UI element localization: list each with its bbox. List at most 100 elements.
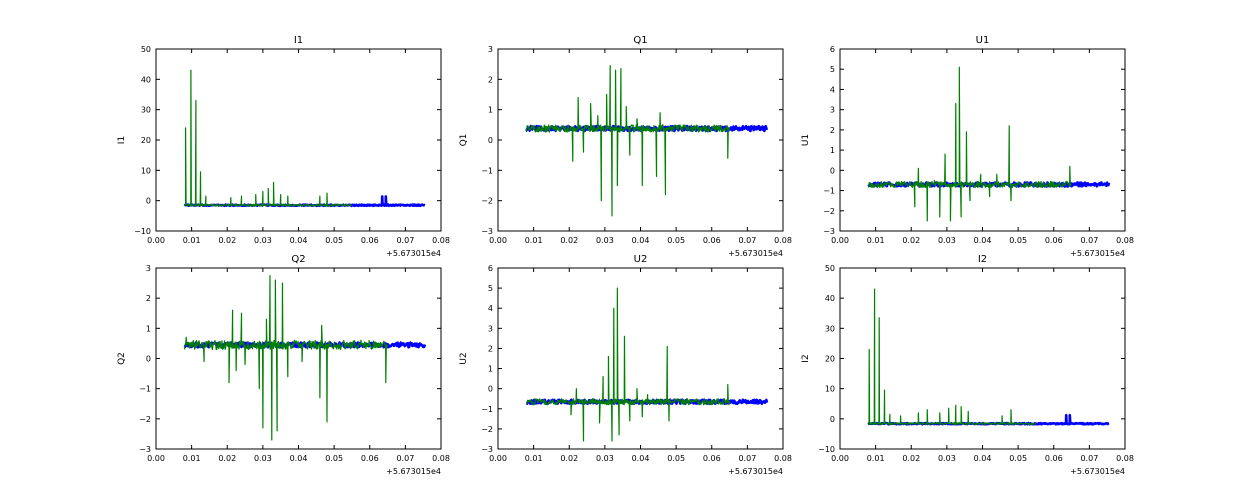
y-tick-label: 3 <box>488 324 493 333</box>
x-tick-label: 0.00 <box>831 236 849 245</box>
y-tick-label: −1 <box>481 405 493 414</box>
x-tick-label: 0.03 <box>596 236 614 245</box>
y-tick-label: 30 <box>141 106 151 115</box>
x-tick-label: 0.04 <box>974 236 992 245</box>
x-tick-label: 0.02 <box>560 236 578 245</box>
x-offset-label: +5.673015e4 <box>728 467 783 476</box>
x-tick-label: 0.06 <box>361 454 379 463</box>
green-series-line <box>525 65 731 217</box>
series-group <box>183 69 426 208</box>
x-tick-label: 0.00 <box>147 454 165 463</box>
series-group <box>525 287 769 442</box>
x-tick-label: 0.01 <box>525 236 543 245</box>
y-tick-label: −1 <box>481 166 493 175</box>
y-tick-label: 0 <box>488 385 493 394</box>
y-tick-label: 0 <box>488 136 493 145</box>
y-tick-label: 0 <box>146 197 151 206</box>
y-tick-label: 1 <box>488 106 493 115</box>
subplot-title: U2 <box>634 254 648 265</box>
y-tick-label: −2 <box>481 425 493 434</box>
x-tick-label: 0.04 <box>290 454 308 463</box>
x-tick-label: 0.01 <box>867 454 885 463</box>
x-tick-label: 0.00 <box>831 454 849 463</box>
x-tick-label: 0.08 <box>774 236 792 245</box>
y-axis-label: Q1 <box>459 134 469 147</box>
y-tick-label: −10 <box>818 445 835 454</box>
x-tick-label: 0.05 <box>1009 454 1027 463</box>
x-tick-label: 0.01 <box>183 454 201 463</box>
plot-area <box>497 48 784 232</box>
y-tick-label: 10 <box>825 385 835 394</box>
y-tick-label: 0 <box>830 415 835 424</box>
green-series-line <box>867 288 1037 426</box>
x-tick-label: 0.06 <box>703 236 721 245</box>
y-axis-label: I2 <box>801 354 811 362</box>
x-tick-label: 0.04 <box>632 454 650 463</box>
y-tick-label: 0 <box>830 166 835 175</box>
y-tick-label: 2 <box>488 344 493 353</box>
x-tick-label: 0.05 <box>1009 236 1027 245</box>
x-tick-label: 0.08 <box>1116 454 1134 463</box>
y-tick-label: 4 <box>488 304 493 313</box>
x-tick-label: 0.02 <box>902 236 920 245</box>
x-tick-label: 0.06 <box>361 236 379 245</box>
plot-area <box>497 267 784 450</box>
y-tick-label: −3 <box>481 445 493 454</box>
x-tick-label: 0.04 <box>290 236 308 245</box>
x-offset-label: +5.673015e4 <box>1070 467 1125 476</box>
x-tick-label: 0.03 <box>254 454 272 463</box>
series-group <box>867 66 1111 222</box>
subplot-title: Q1 <box>633 35 647 46</box>
subplot-i1: 0.00 0.01 0.02 0.03 0.04 0.05 0.06 0.07 0.08 −10 0… <box>117 35 450 258</box>
y-axis-label: I1 <box>117 136 127 144</box>
y-tick-label: −3 <box>481 227 493 236</box>
x-tick-label: 0.07 <box>738 454 756 463</box>
x-tick-label: 0.00 <box>489 454 507 463</box>
y-tick-label: 30 <box>825 324 835 333</box>
y-tick-label: −2 <box>139 415 151 424</box>
x-tick-label: 0.05 <box>667 236 685 245</box>
subplot-title: I1 <box>294 35 303 46</box>
y-axis-label: Q2 <box>117 352 127 365</box>
y-axis-label: U1 <box>801 134 811 146</box>
x-tick-label: 0.00 <box>147 236 165 245</box>
x-tick-label: 0.08 <box>1116 236 1134 245</box>
y-tick-label: 3 <box>830 106 835 115</box>
subplot-title: U1 <box>976 35 990 46</box>
x-tick-label: 0.06 <box>1045 236 1063 245</box>
x-offset-label: +5.673015e4 <box>386 467 441 476</box>
subplot-u1: 0.00 0.01 0.02 0.03 0.04 0.05 0.06 0.07 0.08 −3 −2… <box>801 35 1134 258</box>
y-tick-label: −3 <box>139 445 151 454</box>
green-series-line <box>183 69 353 207</box>
y-tick-label: −3 <box>823 227 835 236</box>
subplot-q1: 0.00 0.01 0.02 0.03 0.04 0.05 0.06 0.07 0.08 −3 −2… <box>459 35 792 258</box>
x-tick-label: 0.01 <box>525 454 543 463</box>
y-tick-label: 5 <box>488 284 493 293</box>
green-series-line <box>525 287 731 442</box>
y-tick-label: 2 <box>830 126 835 135</box>
x-offset-label: +5.673015e4 <box>386 249 441 258</box>
plot-area <box>839 267 1126 450</box>
y-tick-label: 6 <box>488 264 493 273</box>
x-tick-label: 0.07 <box>1080 454 1098 463</box>
series-group <box>525 65 769 217</box>
y-tick-label: 1 <box>146 324 151 333</box>
green-series-line <box>867 66 1072 222</box>
y-tick-label: 0 <box>146 355 151 364</box>
subplot-i2: 0.00 0.01 0.02 0.03 0.04 0.05 0.06 0.07 0.08 −10 0… <box>801 254 1134 476</box>
y-tick-label: 40 <box>825 294 835 303</box>
x-offset-label: +5.673015e4 <box>728 249 783 258</box>
y-tick-label: 3 <box>146 264 151 273</box>
x-tick-label: 0.06 <box>1045 454 1063 463</box>
y-tick-label: 2 <box>488 75 493 84</box>
y-tick-label: 50 <box>141 45 151 54</box>
y-tick-label: 1 <box>488 365 493 374</box>
y-tick-label: −10 <box>134 227 151 236</box>
x-tick-label: 0.07 <box>396 454 414 463</box>
x-tick-label: 0.03 <box>254 236 272 245</box>
x-tick-label: 0.03 <box>938 236 956 245</box>
x-tick-label: 0.05 <box>667 454 685 463</box>
plot-area <box>155 48 442 232</box>
x-tick-label: 0.07 <box>738 236 756 245</box>
